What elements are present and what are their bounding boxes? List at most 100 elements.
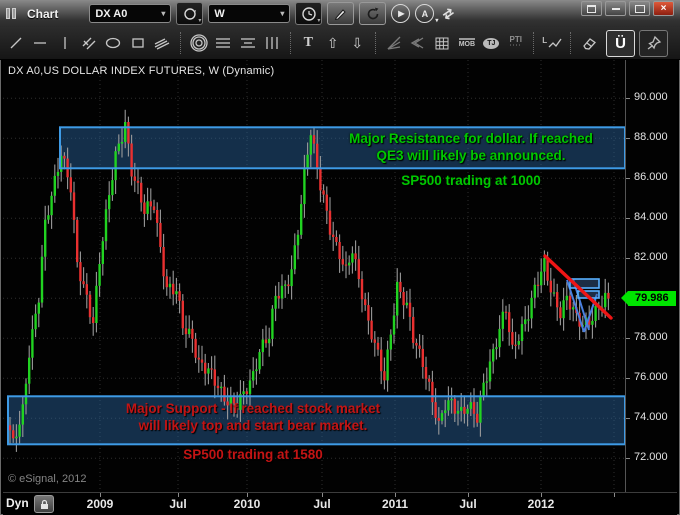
fib-timezones-tool[interactable] <box>260 30 283 56</box>
window-controls: × <box>581 0 674 28</box>
minimize-button[interactable] <box>605 1 626 16</box>
red-trendline <box>543 254 613 320</box>
zigzag-tool[interactable]: L <box>540 30 563 56</box>
ellipse-tool[interactable] <box>102 30 125 56</box>
magnet-snap-toggle[interactable]: Ü <box>606 29 635 57</box>
toolbar-separator <box>374 32 376 54</box>
symbol-combo[interactable]: DX A0 ▾ <box>89 4 172 23</box>
toolbar-separator <box>179 32 181 54</box>
play-button[interactable]: ▶ <box>391 4 411 23</box>
reload-chart-button[interactable] <box>359 2 387 25</box>
support-zone-box <box>7 395 625 446</box>
resistance-subtext: SP500 trading at 1000 <box>401 173 541 188</box>
toolbar-separator <box>569 32 571 54</box>
price-tick-label: 76.000 <box>634 371 668 383</box>
time-template-button[interactable]: ▾ <box>295 2 323 25</box>
refresh-circle-icon <box>184 7 196 20</box>
time-tick-label: Jul <box>313 497 331 511</box>
maximize-button[interactable] <box>629 1 650 16</box>
toolbar-separator <box>289 32 291 54</box>
maximize-icon <box>634 4 645 13</box>
padlock-icon <box>40 499 48 509</box>
rectangle-tool[interactable] <box>126 30 149 56</box>
close-button[interactable]: × <box>653 1 674 16</box>
auto-session-button[interactable]: A ▾ <box>415 4 438 24</box>
window-title: Chart <box>27 6 59 21</box>
fib-circles-tool[interactable] <box>187 30 210 56</box>
pin-drawing-button[interactable] <box>639 29 668 57</box>
close-icon: × <box>660 2 667 14</box>
symbol-combo-value: DX A0 <box>95 7 128 20</box>
price-tick-label: 78.000 <box>634 331 668 343</box>
arrow-down-icon: ⇩ <box>351 34 364 51</box>
chevron-down-icon: ▾ <box>435 18 439 24</box>
gann-fan-tool[interactable] <box>382 30 405 56</box>
arrow-down-tool[interactable]: ⇩ <box>345 30 368 56</box>
support-subtext: SP500 trading at 1580 <box>183 447 323 462</box>
tj-label: TJ <box>483 37 500 49</box>
horizontal-line-tool[interactable] <box>28 30 51 56</box>
lock-scale-button[interactable] <box>34 495 54 513</box>
support-line1: Major Support - If reached stock market <box>125 401 381 416</box>
arrow-up-icon: ⇧ <box>326 34 339 51</box>
chevron-down-icon: ▾ <box>280 9 285 18</box>
pti-dots: ···· <box>509 43 522 49</box>
interval-combo[interactable]: W ▾ <box>208 4 291 23</box>
esignal-watermark: © eSignal, 2012 <box>8 473 87 485</box>
support-annotation: Major Support - If reached stock market … <box>62 400 444 434</box>
price-axis[interactable]: 90.000 88.000 86.000 84.000 82.000 78.000 76.0… <box>625 60 677 492</box>
fib-extension-tool[interactable] <box>236 30 259 56</box>
fib-retracement-tool[interactable] <box>211 30 234 56</box>
last-price-tag: 79.986 <box>621 291 676 306</box>
time-tick-label: 2010 <box>233 497 261 511</box>
drawing-toolbar: T ⇧ ⇩ MOB TJ PTI ···· L Ü <box>0 27 680 60</box>
eraser-tool[interactable] <box>577 30 602 56</box>
arrow-fan-tool[interactable] <box>406 30 429 56</box>
text-tool[interactable]: T <box>297 30 320 56</box>
vertical-line-tool[interactable] <box>53 30 76 56</box>
dyn-label: Dyn <box>6 496 29 510</box>
edit-button[interactable] <box>327 2 355 25</box>
chart-plot-canvas[interactable] <box>3 60 625 492</box>
price-tick-label: 90.000 <box>634 91 668 103</box>
symbol-search-button[interactable]: ▾ <box>176 2 204 25</box>
time-tick-label: 2012 <box>527 497 555 511</box>
support-line2: will likely top and start bear market. <box>138 418 368 433</box>
pti-tool[interactable]: PTI ···· <box>504 30 527 56</box>
titlebar: Chart DX A0 ▾ ▾ W ▾ ▾ <box>0 0 680 27</box>
resistance-annotation: Major Resistance for dollar. If reached … <box>317 130 625 164</box>
popout-button[interactable] <box>581 1 602 16</box>
link-windows-button[interactable]: ⇄ <box>440 4 458 23</box>
zigzag-label: L <box>542 36 548 45</box>
clock-icon <box>302 6 316 21</box>
parallel-lines-tool[interactable] <box>151 30 174 56</box>
interval-combo-value: W <box>214 7 225 20</box>
swap-arrows-icon: ⇄ <box>439 3 458 23</box>
resistance-line1: Major Resistance for dollar. If reached <box>349 131 593 146</box>
arrow-up-tool[interactable]: ⇧ <box>321 30 344 56</box>
price-tick-label: 74.000 <box>634 411 668 423</box>
mob-label: MOB <box>458 38 476 48</box>
tj-tool[interactable]: TJ <box>480 30 503 56</box>
chart-area[interactable]: DX A0,US DOLLAR INDEX FUTURES, W (Dynami… <box>3 60 677 492</box>
pushpin-icon <box>647 35 661 50</box>
price-tick-label: 82.000 <box>634 251 668 263</box>
trendline-tool[interactable] <box>4 30 27 56</box>
resistance-zone-box <box>59 126 625 170</box>
cross-lines-tool[interactable] <box>77 30 100 56</box>
resistance-line2: QE3 will likely be announced. <box>376 148 566 163</box>
time-axis-bar[interactable]: Dyn 2009 Jul 2010 Jul 2011 Jul 2012 <box>3 492 677 515</box>
redo-circle-icon <box>367 7 379 19</box>
magnet-icon: Ü <box>615 34 626 52</box>
grid-tool[interactable] <box>431 30 454 56</box>
time-tick-label: Jul <box>459 497 477 511</box>
mob-tool[interactable]: MOB <box>455 30 478 56</box>
toolbar-right-group: Ü <box>577 29 668 57</box>
pti-label: PTI <box>509 35 522 44</box>
chevron-down-icon: ▾ <box>198 18 202 24</box>
letter-a-icon: A <box>421 8 429 19</box>
text-tool-label: T <box>303 35 314 50</box>
time-tick-label: 2011 <box>381 497 409 511</box>
price-tick-label: 88.000 <box>634 131 668 143</box>
